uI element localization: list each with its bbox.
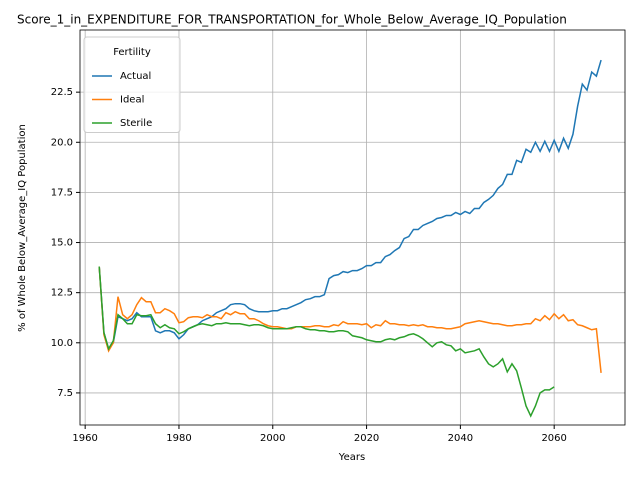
y-axis-label: % of Whole Below_Average_IQ Population [17, 124, 28, 332]
line-series [98, 266, 602, 373]
y-tick-label: 17.5 [51, 187, 73, 198]
plot-frame [79, 29, 626, 426]
legend-label: Sterile [120, 118, 152, 129]
x-tick-label: 1960 [72, 433, 97, 444]
x-tick-label: 2060 [541, 433, 566, 444]
legend-box [83, 36, 181, 133]
x-tick-label: 2040 [448, 433, 473, 444]
y-tick-label: 7.5 [57, 388, 73, 399]
line-series [98, 266, 555, 418]
x-tick-label: 2020 [354, 433, 379, 444]
y-tick-label: 12.5 [51, 288, 73, 299]
x-tick-label: 2000 [260, 433, 285, 444]
y-tick-label: 10.0 [51, 338, 73, 349]
legend-label: Ideal [120, 95, 144, 106]
y-tick-label: 20.0 [51, 137, 73, 148]
legend-label: Actual [120, 71, 151, 82]
y-tick-label: 15.0 [51, 238, 73, 249]
chart-title: Score_1_in_EXPENDITURE_FOR_TRANSPORTATIO… [17, 13, 567, 27]
line-series [98, 59, 602, 351]
y-tick-label: 22.5 [51, 87, 73, 98]
x-tick-label: 1980 [166, 433, 191, 444]
x-axis-label: Years [338, 452, 365, 463]
legend-title: Fertility [113, 47, 151, 58]
legend: Fertility Actual Ideal Sterile [83, 36, 181, 133]
